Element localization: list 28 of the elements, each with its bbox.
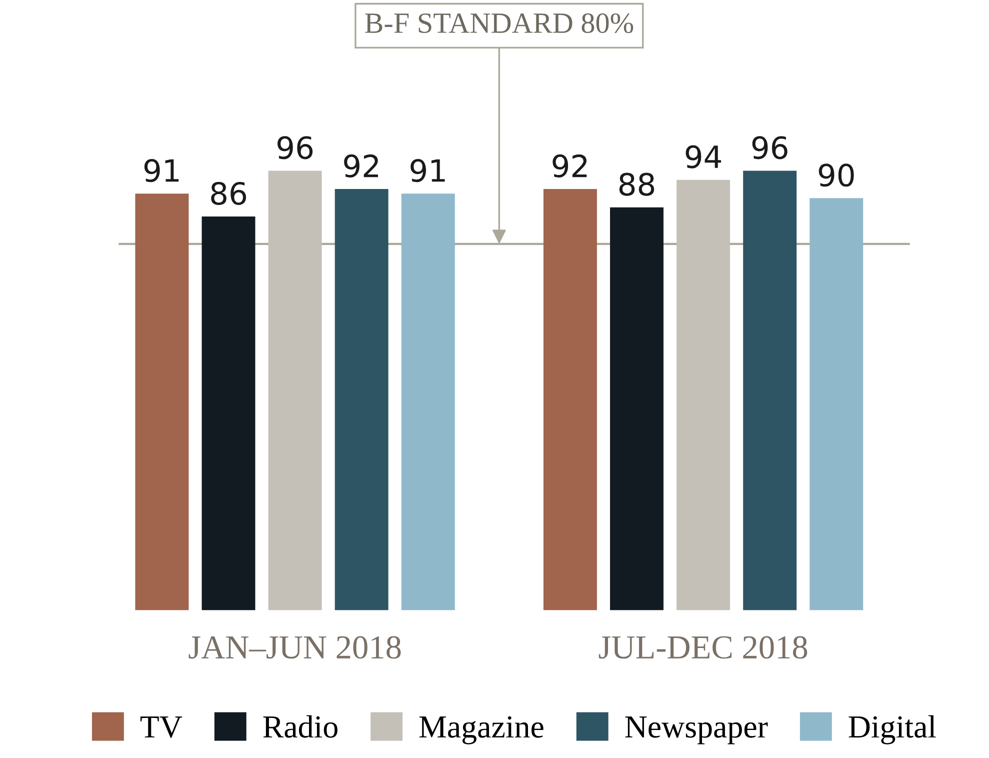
bar — [743, 170, 797, 610]
bar — [810, 198, 864, 610]
data-label: 91 — [410, 158, 445, 182]
ref-line-label: B-F STANDARD 80% — [365, 13, 634, 34]
x-tick-label: JAN–JUN 2018 — [188, 636, 401, 659]
data-label: 92 — [344, 154, 378, 178]
legend-label: Magazine — [419, 716, 544, 744]
legend-label: Radio — [263, 715, 338, 738]
bar — [202, 216, 256, 610]
legend-label: Digital — [848, 715, 936, 744]
data-label: 96 — [752, 136, 788, 160]
bar — [268, 170, 322, 610]
bar — [135, 194, 189, 610]
legend-label: TV — [140, 716, 182, 738]
data-label: 88 — [619, 172, 654, 196]
data-label: 90 — [818, 164, 854, 187]
bar — [334, 189, 388, 610]
bar — [543, 189, 597, 610]
data-label: 94 — [686, 145, 722, 168]
data-label: 86 — [211, 182, 246, 205]
bar — [610, 207, 664, 610]
data-label: 91 — [144, 158, 179, 182]
bar — [401, 194, 455, 610]
bar — [676, 180, 730, 610]
data-label: 92 — [552, 154, 587, 178]
data-label: 96 — [278, 136, 313, 160]
x-tick-label: JUL-DEC 2018 — [598, 636, 808, 659]
legend-label: Newspaper — [625, 716, 768, 744]
